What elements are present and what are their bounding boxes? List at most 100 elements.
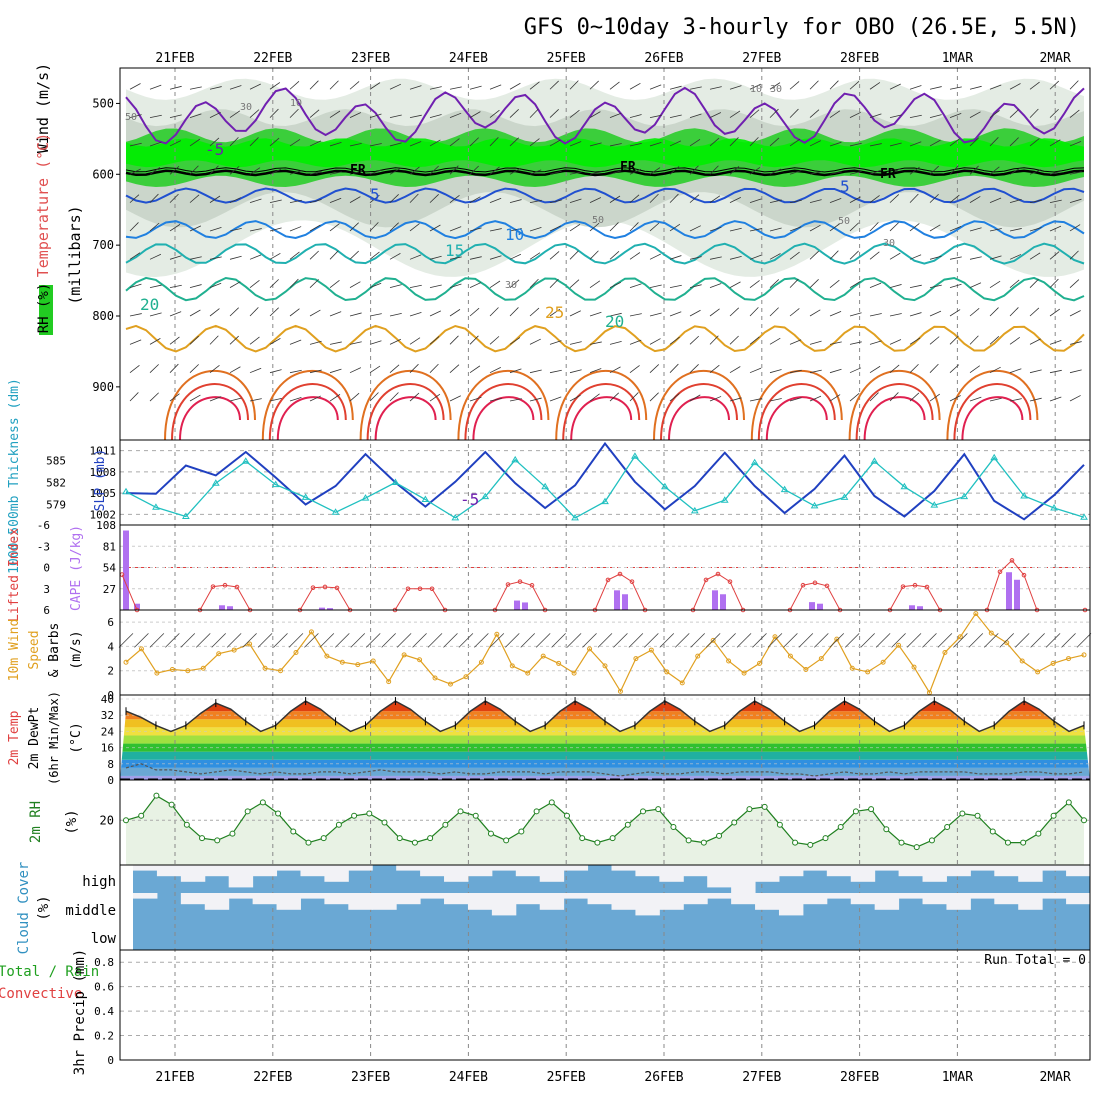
wind-barb <box>649 141 662 147</box>
wind-speed-point <box>865 669 871 675</box>
temp-contour-diurnal <box>953 383 1032 441</box>
wind-barb <box>389 392 399 402</box>
wind-barb <box>1069 80 1079 90</box>
wind-barb <box>849 393 860 402</box>
wind-barb <box>569 141 582 147</box>
wind-barb <box>551 633 566 648</box>
wind-barb <box>229 85 242 90</box>
wind-barb <box>769 199 782 204</box>
wind-barb <box>709 335 719 345</box>
temp-contour-diurnal <box>366 383 445 441</box>
wind-barb <box>644 633 659 648</box>
wind-barb <box>669 284 682 289</box>
wind-barb <box>729 110 741 118</box>
wind-speed-point <box>1050 660 1056 666</box>
wind-barb <box>769 137 780 147</box>
wind-barb <box>211 633 226 648</box>
thickness-point <box>810 501 819 509</box>
thickness-point <box>690 506 699 514</box>
wind-speed-point <box>617 688 623 694</box>
cloud-block <box>731 865 756 893</box>
wind-barb <box>869 365 881 374</box>
wind-barb <box>659 633 675 648</box>
wind-barb <box>409 223 420 232</box>
wind-barb <box>529 369 542 374</box>
wind-barb <box>288 633 304 648</box>
cloud-block <box>587 893 612 905</box>
cloud-block <box>444 893 469 905</box>
wind-speed-point <box>386 679 392 685</box>
wind-barb <box>329 171 342 175</box>
wind-barb <box>309 140 322 147</box>
cloud-level-label: high <box>82 874 116 890</box>
wind-barb <box>409 85 422 90</box>
wind-barb <box>889 114 902 118</box>
precip-tick: 0 <box>107 1054 114 1067</box>
temp-contour-diurnal <box>855 383 934 441</box>
thickness-point <box>1080 513 1088 520</box>
rh2m-axis-label: (%) <box>64 809 80 834</box>
panel-frame <box>119 949 1091 1061</box>
wind-barb <box>849 196 861 203</box>
wind-barb <box>721 633 736 648</box>
wind-barb <box>909 114 922 118</box>
wind-barb <box>709 195 721 203</box>
wind-speed-point <box>757 660 763 666</box>
wind-barb <box>329 80 339 90</box>
pressure-tick: 900 <box>92 380 114 394</box>
wind-barb <box>549 369 562 374</box>
wind-barb <box>389 253 401 260</box>
rh2m-point <box>305 839 312 846</box>
cloud-block <box>1066 865 1091 877</box>
wind-barb <box>369 313 382 317</box>
wind-barb <box>649 114 662 118</box>
wind-speed-point <box>834 636 840 642</box>
wind-barb <box>389 338 402 345</box>
wind-barb <box>149 84 162 90</box>
wind-barb <box>769 279 780 288</box>
wind-barb <box>169 114 182 118</box>
wind-barb <box>569 250 579 260</box>
wind-barb <box>529 108 539 118</box>
wind-barb <box>909 223 920 232</box>
cape-bar <box>123 530 129 610</box>
wind-barb <box>869 195 880 203</box>
temp-contour-diurnal <box>562 383 641 441</box>
date-label-top: 27FEB <box>742 51 781 66</box>
cloud-block <box>156 865 182 877</box>
temp-band <box>120 727 1090 736</box>
rh2m-point <box>928 837 935 844</box>
slp-tick: 1008 <box>90 466 117 479</box>
wind-barb <box>589 111 601 118</box>
cape-bar <box>622 594 628 610</box>
wind-barb <box>849 170 862 175</box>
temp2m-tick: 0 <box>107 774 114 787</box>
wind-barb <box>269 227 282 232</box>
temp2m-tick: 40 <box>101 693 114 706</box>
date-label-top: 26FEB <box>644 51 683 66</box>
wind-barb <box>489 228 502 232</box>
wind-barb <box>1049 225 1062 232</box>
wind-barb <box>589 250 599 260</box>
wind-barb <box>629 114 642 118</box>
wind-barb <box>669 85 682 90</box>
wind-barb <box>649 167 661 175</box>
wind-barb <box>909 363 919 373</box>
wind-barb <box>257 633 273 648</box>
rh2m-point <box>761 803 768 810</box>
wind-barb <box>789 108 799 118</box>
wind-barb <box>669 363 679 373</box>
wind-barb <box>189 194 200 203</box>
wind-barb <box>349 170 362 175</box>
lifted-point <box>405 586 411 592</box>
wind-barb <box>269 199 282 204</box>
cape-bar <box>909 605 915 610</box>
rh2m-point <box>640 808 647 815</box>
temp-contour-diurnal <box>261 370 354 441</box>
wind-barb <box>229 110 241 118</box>
wind-speed-point <box>355 662 361 668</box>
freezing-level-line <box>125 169 1085 177</box>
wind-speed-point <box>556 660 562 666</box>
wind-barb <box>629 142 642 147</box>
wind-barb <box>469 256 482 260</box>
